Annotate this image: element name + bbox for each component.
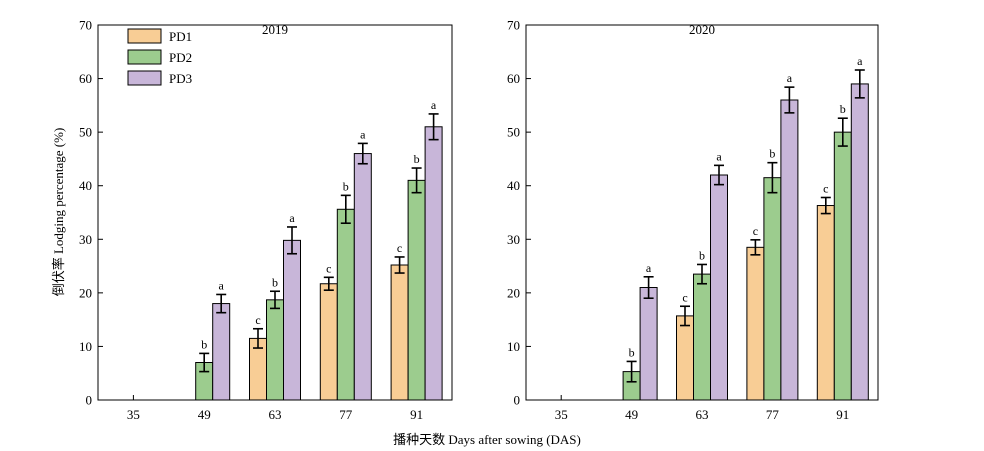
significance-label: b [343, 179, 349, 193]
significance-label: c [397, 241, 402, 255]
significance-label: b [769, 147, 775, 161]
y-tick-label: 50 [507, 125, 520, 140]
y-tick-label: 10 [79, 339, 92, 354]
x-tick-label: 77 [766, 407, 780, 422]
bar-pd1 [746, 246, 765, 401]
x-tick-label: 63 [696, 407, 709, 422]
x-tick-label: 35 [555, 407, 568, 422]
bar-pd2 [407, 179, 426, 401]
panel-title: 2019 [262, 22, 288, 37]
x-tick-label: 91 [836, 407, 849, 422]
panel-title: 2020 [689, 22, 715, 37]
y-axis-title: 倒伏率 Lodging percentage (%) [51, 128, 66, 297]
chart-panel-2020: 0 10 20 30 40 50 60 70 35 49 63 77 91 2020 c c c b b b b a a a a [507, 18, 879, 422]
bar-pd1 [676, 315, 694, 401]
y-tick-label: 0 [514, 393, 521, 408]
y-tick-label: 10 [507, 339, 520, 354]
legend-swatch-pd2 [127, 49, 162, 65]
significance-label: a [360, 127, 366, 141]
legend-swatch-pd1 [127, 28, 162, 44]
bar-pd3 [780, 99, 799, 401]
y-tick-label: 60 [507, 71, 520, 86]
y-tick-label: 70 [79, 18, 92, 33]
significance-label: b [272, 275, 278, 289]
bar-pd3 [710, 174, 728, 401]
significance-label: c [753, 224, 758, 238]
y-tick-label: 40 [79, 178, 92, 193]
bar-pd3 [424, 126, 443, 401]
legend-swatch-pd3 [127, 70, 162, 86]
bar-pd2 [266, 299, 284, 401]
legend-label-pd3: PD3 [169, 71, 192, 86]
significance-label: b [201, 337, 207, 351]
x-tick-label: 49 [198, 407, 211, 422]
bar-pd2 [336, 208, 355, 401]
legend-label-pd1: PD1 [169, 29, 192, 44]
bar-pd3 [353, 153, 372, 401]
significance-label: a [646, 261, 652, 275]
significance-label: c [255, 313, 260, 327]
y-tick-label: 30 [79, 232, 92, 247]
x-tick-label: 63 [269, 407, 282, 422]
x-tick-label: 35 [127, 407, 140, 422]
significance-label: c [326, 261, 331, 275]
significance-label: a [857, 54, 863, 68]
significance-label: a [219, 278, 225, 292]
y-tick-label: 20 [79, 285, 92, 300]
significance-label: c [682, 290, 687, 304]
significance-label: b [414, 152, 420, 166]
x-tick-label: 91 [410, 407, 423, 422]
y-tick-label: 20 [507, 285, 520, 300]
significance-label: a [431, 98, 437, 112]
x-tick-label: 49 [625, 407, 638, 422]
y-tick-label: 70 [507, 18, 520, 33]
significance-label: c [823, 182, 828, 196]
bar-pd3 [850, 83, 869, 401]
significance-label: a [716, 149, 722, 163]
bar-pd2 [763, 177, 782, 401]
bar-pd1 [816, 205, 835, 401]
y-tick-label: 60 [79, 71, 92, 86]
legend-label-pd2: PD2 [169, 50, 192, 65]
y-tick-label: 30 [507, 232, 520, 247]
bar-pd3 [283, 239, 301, 401]
significance-label: a [787, 71, 793, 85]
bar-pd2 [833, 131, 852, 401]
chart-panel-2019: 0 10 20 30 40 50 60 70 35 49 63 77 91 2019 c c c b b b b a a a a [79, 18, 453, 422]
y-tick-label: 40 [507, 178, 520, 193]
bar-pd3 [639, 287, 658, 401]
bar-pd1 [319, 283, 338, 401]
legend: PD1 PD2 PD3 [127, 28, 192, 86]
x-axis-title: 播种天数 Days after sowing (DAS) [393, 432, 581, 447]
significance-label: b [629, 345, 635, 359]
bar-pd1 [390, 264, 409, 401]
y-tick-label: 50 [79, 125, 92, 140]
significance-label: a [289, 211, 295, 225]
significance-label: b [840, 102, 846, 116]
x-tick-label: 77 [339, 407, 353, 422]
significance-label: b [699, 248, 705, 262]
bar-pd2 [693, 273, 711, 401]
bar-pd3 [212, 303, 231, 401]
y-tick-label: 0 [86, 393, 93, 408]
